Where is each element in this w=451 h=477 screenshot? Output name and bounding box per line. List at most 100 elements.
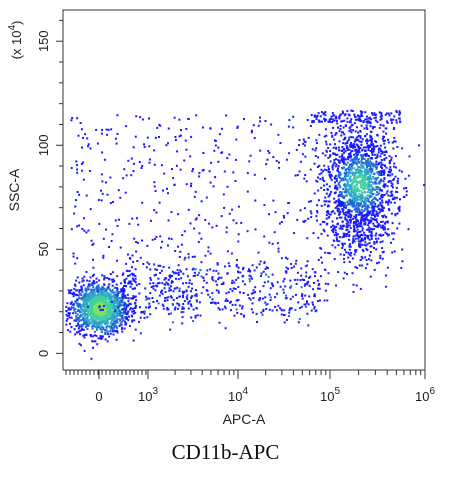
event-dot: [87, 229, 90, 232]
event-dot: [166, 283, 169, 285]
event-dot: [124, 295, 127, 298]
event-dot: [317, 112, 320, 115]
event-dot: [191, 255, 194, 258]
event-dot: [353, 221, 355, 223]
event-dot: [133, 319, 136, 322]
event-dot: [316, 166, 319, 168]
event-dot: [353, 113, 356, 116]
event-dot: [376, 221, 379, 224]
event-dot: [133, 237, 136, 240]
event-dot: [156, 126, 159, 129]
event-dot: [116, 307, 119, 310]
event-dot: [394, 175, 397, 178]
event-dot: [105, 329, 108, 332]
event-dot: [375, 186, 378, 189]
event-dot: [91, 325, 94, 328]
event-dot: [174, 306, 177, 309]
event-dot: [341, 220, 344, 223]
event-dot: [369, 185, 371, 188]
event-dot: [73, 302, 75, 305]
event-dot: [229, 288, 232, 291]
event-dot: [171, 321, 174, 324]
event-dot: [139, 316, 142, 319]
event-dot: [275, 309, 278, 312]
event-dot: [75, 318, 78, 321]
event-dot: [403, 196, 406, 198]
event-dot: [378, 208, 381, 211]
event-dot: [224, 327, 227, 330]
event-dot: [320, 120, 323, 123]
event-dot: [212, 279, 215, 282]
event-dot: [116, 275, 119, 278]
event-dot: [191, 295, 194, 298]
event-dot: [392, 186, 394, 189]
event-dot: [141, 239, 143, 242]
event-dot: [390, 212, 393, 215]
event-dot: [102, 326, 105, 329]
event-dot: [349, 175, 352, 178]
event-dot: [91, 311, 94, 314]
event-dot: [132, 297, 135, 299]
event-dot: [329, 155, 332, 158]
event-dot: [129, 280, 132, 283]
event-dot: [361, 227, 364, 230]
event-dot: [81, 314, 84, 317]
event-dot: [357, 205, 360, 207]
event-dot: [353, 253, 356, 256]
event-dot: [247, 270, 250, 273]
event-dot: [283, 277, 286, 280]
event-dot: [376, 153, 379, 156]
event-dot: [125, 296, 128, 299]
event-dot: [346, 200, 349, 203]
event-dot: [149, 282, 152, 285]
event-dot: [226, 272, 229, 275]
event-dot: [283, 314, 285, 316]
event-dot: [148, 161, 151, 164]
event-dot: [95, 128, 98, 131]
event-dot: [367, 206, 370, 209]
event-dot: [116, 259, 119, 262]
event-dot: [252, 297, 255, 300]
event-dot: [332, 126, 335, 129]
event-dot: [375, 225, 377, 228]
event-dot: [347, 221, 350, 224]
event-dot: [380, 117, 383, 120]
event-dot: [89, 333, 92, 336]
event-dot: [361, 176, 364, 179]
event-dot: [324, 196, 327, 199]
event-dot: [280, 221, 283, 223]
event-dot: [179, 269, 181, 272]
event-dot: [251, 277, 253, 280]
event-dot: [385, 274, 387, 277]
event-dot: [116, 326, 118, 329]
event-dot: [367, 164, 370, 167]
event-dot: [121, 273, 124, 276]
event-dot: [332, 231, 335, 234]
event-dot: [310, 200, 312, 203]
event-dot: [386, 120, 388, 123]
event-dot: [303, 177, 306, 180]
event-dot: [292, 115, 295, 118]
event-dot: [274, 306, 277, 308]
event-dot: [104, 301, 107, 304]
event-dot: [380, 220, 382, 223]
event-dot: [350, 193, 353, 196]
event-dot: [103, 278, 106, 281]
event-dot: [380, 163, 383, 166]
x-tick-label: 106: [415, 386, 435, 404]
event-dot: [364, 187, 367, 190]
event-dot: [353, 185, 356, 188]
event-dot: [365, 197, 368, 200]
event-dot: [334, 143, 336, 146]
event-dot: [370, 171, 373, 174]
event-dot: [88, 280, 91, 283]
event-dot: [92, 302, 95, 305]
event-dot: [122, 295, 124, 298]
event-dot: [337, 126, 339, 129]
event-dot: [354, 169, 357, 171]
event-dot: [298, 139, 301, 141]
event-dot: [233, 281, 236, 284]
event-dot: [315, 309, 318, 312]
event-dot: [341, 155, 343, 158]
event-dot: [234, 288, 237, 290]
